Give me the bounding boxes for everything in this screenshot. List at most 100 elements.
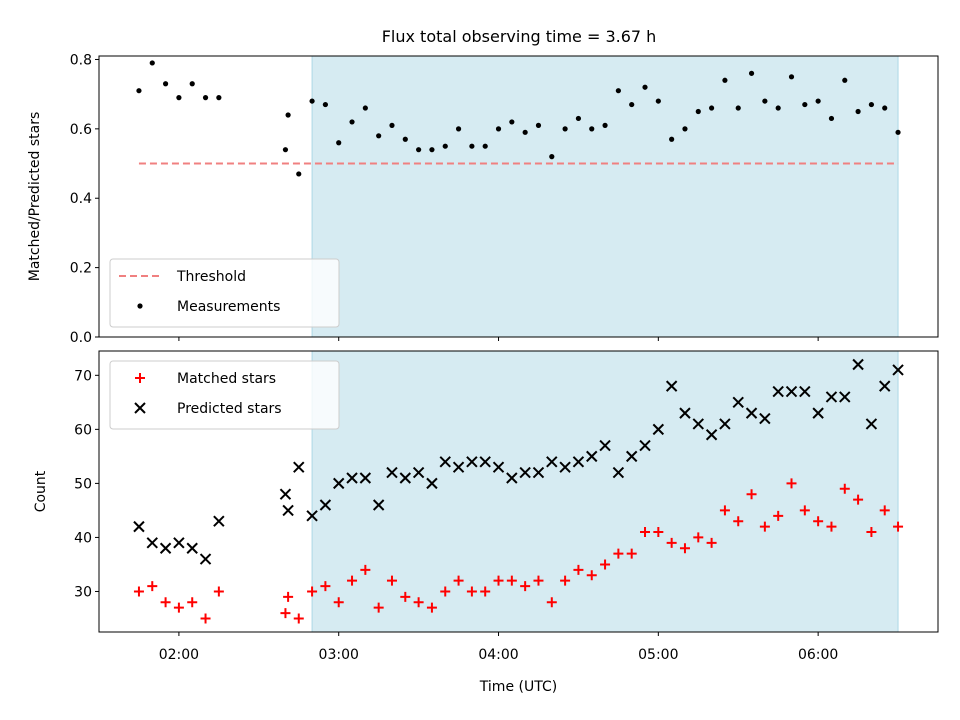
measurement-point [602, 122, 608, 128]
measurement-point [136, 88, 142, 94]
legend: Threshold Measurements [109, 258, 340, 328]
predicted-point [186, 542, 198, 554]
matched-point [613, 548, 624, 559]
measurement-point [309, 98, 315, 104]
predicted-point [372, 499, 385, 511]
predicted-point [599, 439, 611, 452]
series-predicted-stars [133, 358, 904, 565]
matched-point [759, 521, 770, 532]
predicted-point [282, 504, 294, 517]
predicted-point [799, 385, 811, 398]
matched-point [733, 516, 744, 527]
predicted-point [759, 412, 771, 425]
predicted-point [839, 391, 851, 403]
predicted-point [466, 456, 478, 468]
predicted-point [692, 418, 704, 430]
measurement-point [642, 84, 648, 90]
matched-point [480, 586, 491, 597]
measurement-point [162, 81, 169, 87]
observing-span [311, 55, 899, 338]
measurement-point [416, 147, 422, 153]
measurement-point [842, 77, 848, 83]
matched-point [560, 575, 571, 586]
matched-point [426, 602, 437, 613]
predicted-point [479, 456, 491, 468]
measurement-point [762, 98, 768, 104]
legend-marker-measurements [137, 303, 143, 309]
measurement-point [482, 143, 488, 149]
x-tick-label: 04:00 [478, 647, 518, 663]
measurement-point [389, 122, 395, 128]
matched-point [333, 597, 344, 608]
measurement-point [149, 60, 155, 66]
predicted-point [652, 423, 665, 436]
matched-point [879, 505, 890, 516]
predicted-point [306, 510, 318, 522]
measurement-point [455, 126, 462, 132]
measurement-point [296, 171, 302, 177]
measurement-point [549, 154, 555, 160]
matched-point [280, 608, 291, 619]
matched-point [693, 532, 704, 543]
axes-frame [98, 350, 939, 633]
matched-point [320, 581, 331, 592]
measurement-point [202, 95, 209, 101]
matched-point [626, 548, 637, 559]
matched-point [586, 570, 597, 581]
matched-point [173, 602, 184, 613]
predicted-point [745, 407, 758, 419]
measurement-point [669, 136, 675, 142]
predicted-point [572, 456, 585, 468]
measurement-point [589, 126, 595, 132]
predicted-point [772, 385, 784, 398]
predicted-point [426, 477, 438, 490]
measurement-point [522, 129, 528, 135]
matched-point [360, 564, 371, 575]
predicted-point [825, 391, 838, 403]
matched-point [813, 516, 824, 527]
measurement-point [562, 126, 568, 132]
matched-point [493, 575, 504, 586]
predicted-point [346, 472, 358, 484]
y-axis-label: Matched/Predicted stars [27, 112, 43, 282]
predicted-point [519, 466, 531, 479]
measurement-point [535, 122, 542, 128]
measurement-point [189, 81, 195, 87]
predicted-point [559, 461, 571, 473]
matched-point [719, 505, 730, 516]
measurement-point [629, 101, 635, 108]
legend-label: Matched stars [177, 371, 276, 387]
legend-marker-matched [135, 373, 145, 383]
matched-point [453, 575, 464, 586]
matched-point [640, 527, 651, 538]
predicted-point [293, 461, 305, 473]
y-tick-label: 40 [74, 530, 92, 546]
matched-point [666, 537, 677, 548]
measurement-point [855, 108, 861, 115]
measurement-point [802, 101, 808, 108]
measurement-point [376, 133, 382, 139]
legend-label: Predicted stars [177, 401, 282, 417]
matched-point [160, 597, 171, 608]
predicted-point [665, 380, 678, 392]
measurement-point [615, 88, 621, 94]
predicted-point [319, 499, 332, 511]
matched-point [533, 575, 544, 586]
matched-point [413, 597, 424, 608]
matched-point [600, 559, 611, 570]
matched-point [546, 597, 557, 608]
predicted-point [146, 537, 158, 549]
measurement-point [775, 105, 781, 111]
measurement-point [336, 140, 342, 146]
predicted-point [865, 418, 878, 430]
predicted-point [679, 407, 691, 419]
measurement-point [469, 143, 475, 149]
predicted-point [386, 466, 398, 479]
matched-point [386, 575, 397, 586]
predicted-point [732, 396, 744, 409]
bottom-panel: 30 40 50 60 70 02:00 03:00 04:00 05:00 06:00 Count… [33, 350, 939, 695]
predicted-point [586, 450, 598, 463]
measurement-point [788, 74, 795, 80]
predicted-point [625, 450, 638, 463]
chart-title: Flux total observing time = 3.67 h [382, 27, 657, 46]
